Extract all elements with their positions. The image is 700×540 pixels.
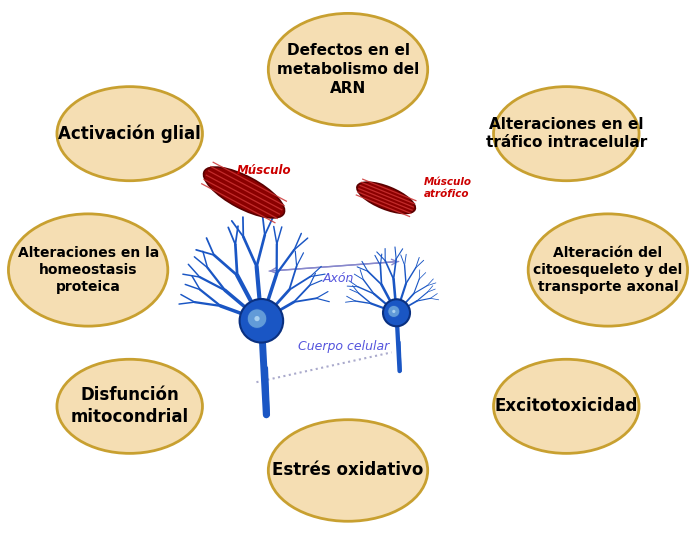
Circle shape xyxy=(383,299,410,326)
Ellipse shape xyxy=(268,420,428,521)
Circle shape xyxy=(239,299,284,342)
Text: Alteraciones en el
tráfico intracelular: Alteraciones en el tráfico intracelular xyxy=(486,117,647,151)
Text: Defectos en el
metabolismo del
ARN: Defectos en el metabolismo del ARN xyxy=(277,43,419,96)
Ellipse shape xyxy=(8,214,168,326)
Ellipse shape xyxy=(494,86,639,181)
Text: Músculo: Músculo xyxy=(237,164,291,177)
Ellipse shape xyxy=(494,359,639,454)
Text: Excitotoxicidad: Excitotoxicidad xyxy=(495,397,638,415)
Text: Músculo
atrófico: Músculo atrófico xyxy=(424,177,472,199)
Ellipse shape xyxy=(357,182,415,213)
Text: Activación glial: Activación glial xyxy=(58,124,201,143)
Ellipse shape xyxy=(57,359,202,454)
Ellipse shape xyxy=(57,86,202,181)
Circle shape xyxy=(254,316,260,321)
Ellipse shape xyxy=(268,14,428,126)
Text: Alteraciones en la
homeostasis
proteica: Alteraciones en la homeostasis proteica xyxy=(18,246,159,294)
Text: Alteración del
citoesqueleto y del
transporte axonal: Alteración del citoesqueleto y del trans… xyxy=(533,246,682,294)
Circle shape xyxy=(247,309,267,328)
Circle shape xyxy=(392,310,396,313)
Text: Estrés oxidativo: Estrés oxidativo xyxy=(272,462,424,480)
Text: Disfunción
mitocondrial: Disfunción mitocondrial xyxy=(71,386,189,427)
Ellipse shape xyxy=(528,214,687,326)
Circle shape xyxy=(388,305,400,318)
Text: Axón: Axón xyxy=(323,272,354,285)
Text: Cuerpo celular: Cuerpo celular xyxy=(298,340,389,353)
Ellipse shape xyxy=(204,167,284,218)
